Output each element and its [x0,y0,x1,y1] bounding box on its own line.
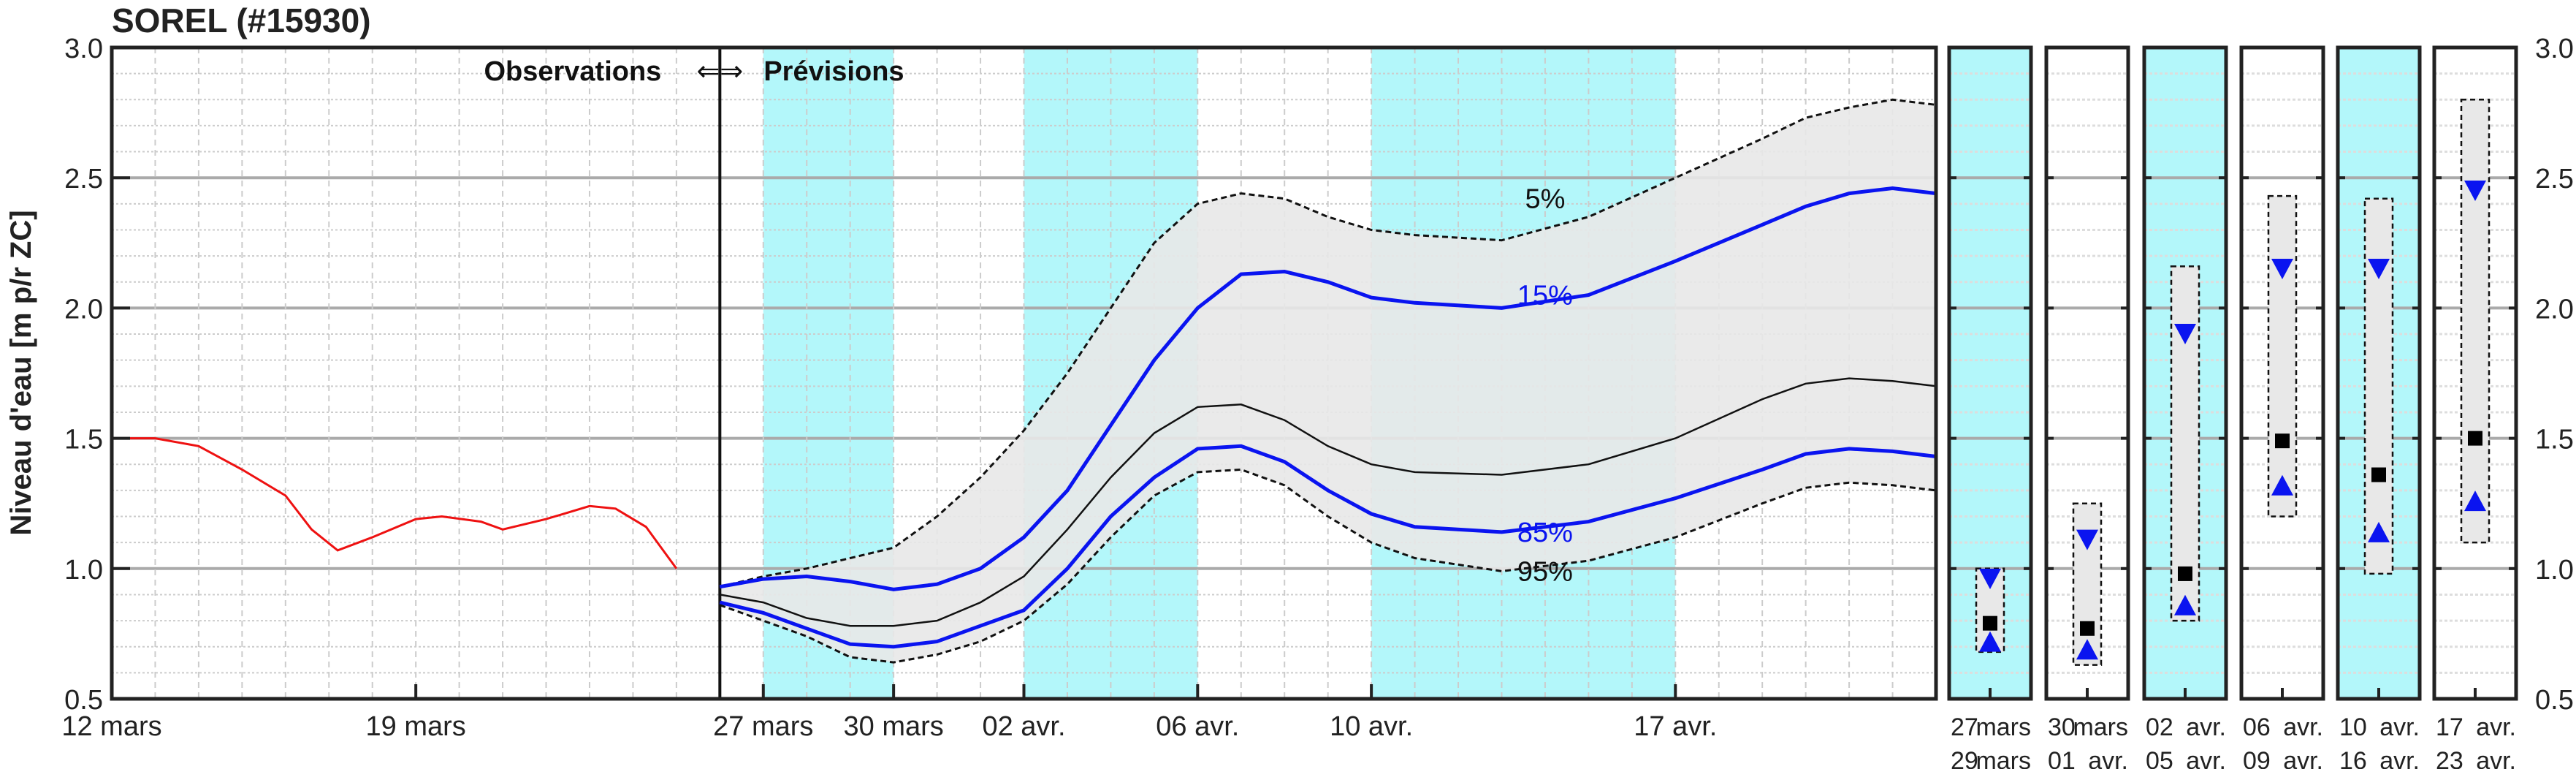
p15-down-triangle [2464,181,2486,202]
panel-end-month: avr. [2283,747,2323,769]
panel-end-month: mars [1975,747,2031,769]
x-tick-label: 12 mars [61,711,161,742]
panel-frame [2432,45,2518,701]
x-tick-label: 06 avr. [1156,711,1239,742]
series-label: 5% [1525,184,1565,215]
y-tick-label-right: 1.5 [2535,425,2574,455]
y-tick-label-right: 1.0 [2535,555,2574,586]
panel-start-day: 10 [2339,713,2367,741]
x-tick-label: 19 mars [366,711,466,742]
p85-up-triangle [2174,594,2196,615]
chart-title: SOREL (#15930) [112,1,371,39]
p15-down-triangle [2271,258,2293,279]
p15-down-triangle [2174,324,2196,345]
range-box [2460,99,2491,544]
panel-end-day: 29 [1951,747,1978,769]
panel-start-month: avr. [2283,713,2323,741]
p85-up-triangle [2271,474,2293,496]
observations-line [112,437,678,569]
median-marker [2080,621,2095,636]
range-box [2363,197,2394,575]
panel-frame [2044,45,2130,701]
panel-end-day: 16 [2339,747,2367,769]
panel-end-day: 05 [2146,747,2173,769]
panel-start-month: avr. [2186,713,2226,741]
panel-end-month: avr. [2476,747,2516,769]
panel-start-month: mars [1975,713,2031,741]
panel-end-month: avr. [2186,747,2226,769]
panel-end-month: avr. [2379,747,2420,769]
summary-panel: 17 avr. 23 avr. [2432,45,2518,769]
x-tick-label: 10 avr. [1330,711,1413,742]
summary-panel: 02 avr. 05 avr. [2142,45,2228,769]
series-label: 85% [1517,518,1573,548]
confidence-band [720,99,1936,663]
p85-up-triangle [2464,490,2486,512]
series-median-line [720,377,1937,627]
y-tick-label: 1.0 [64,555,103,586]
series-15pct-line [719,186,1937,591]
median-marker [2371,467,2386,482]
panel-end-day: 01 [2048,747,2076,769]
x-tick-label: 02 avr. [982,711,1065,742]
y-tick-label: 2.0 [64,294,103,325]
panel-start-day: 06 [2243,713,2271,741]
panel-end-day: 23 [2436,747,2463,769]
previsions-annotation: Prévisions [763,56,904,87]
y-tick-label-right: 0.5 [2535,685,2574,716]
y-tick-label: 2.5 [64,164,103,194]
p15-down-triangle [2076,529,2098,550]
summary-panel: 06 avr. 09 avr. [2239,45,2325,769]
series-label: 15% [1517,281,1573,311]
series-95pct-line [719,468,1937,664]
p85-up-triangle [2076,639,2098,660]
median-marker [2468,431,2482,446]
panel-frame [2336,45,2422,701]
panel-start-month: avr. [2379,713,2420,741]
panel-frame [2239,45,2325,701]
panel-start-day: 02 [2146,713,2173,741]
summary-panel: 10 avr. 16 avr. [2336,45,2422,769]
p15-down-triangle [2368,258,2390,279]
y-tick-label-right: 2.5 [2535,164,2574,194]
x-tick-label: 17 avr. [1634,711,1717,742]
series-5pct-line [719,98,1937,588]
median-marker [2178,566,2192,581]
median-marker [2275,433,2290,449]
y-axis-label: Niveau d'eau [m p/r ZC] [5,210,37,535]
arrows-annotation: ⇐⇒ [696,56,743,87]
panel-start-month: mars [2073,713,2128,741]
y-tick-label: 1.5 [64,425,103,455]
panel-frame [2142,45,2228,701]
panel-start-day: 27 [1951,713,1978,741]
panel-end-day: 09 [2243,747,2271,769]
median-marker [1983,615,1997,631]
range-box [2267,194,2298,518]
x-tick-label: 30 mars [844,711,944,742]
panel-start-day: 17 [2436,713,2463,741]
p85-up-triangle [2368,521,2390,542]
y-tick-label: 3.0 [64,34,103,64]
panel-start-month: avr. [2476,713,2516,741]
observations-annotation: Observations [484,56,661,87]
p15-down-triangle [1979,569,2001,590]
series-label: 95% [1517,556,1573,587]
series-85pct-line [719,444,1937,649]
p85-up-triangle [1979,631,2001,652]
panel-frame [1947,45,2033,701]
y-tick-label-right: 2.0 [2535,294,2574,325]
panel-start-day: 30 [2048,713,2076,741]
x-tick-label: 27 mars [713,711,813,742]
panel-end-month: avr. [2088,747,2128,769]
y-tick-label: 0.5 [64,685,103,716]
y-tick-label-right: 3.0 [2535,34,2574,64]
